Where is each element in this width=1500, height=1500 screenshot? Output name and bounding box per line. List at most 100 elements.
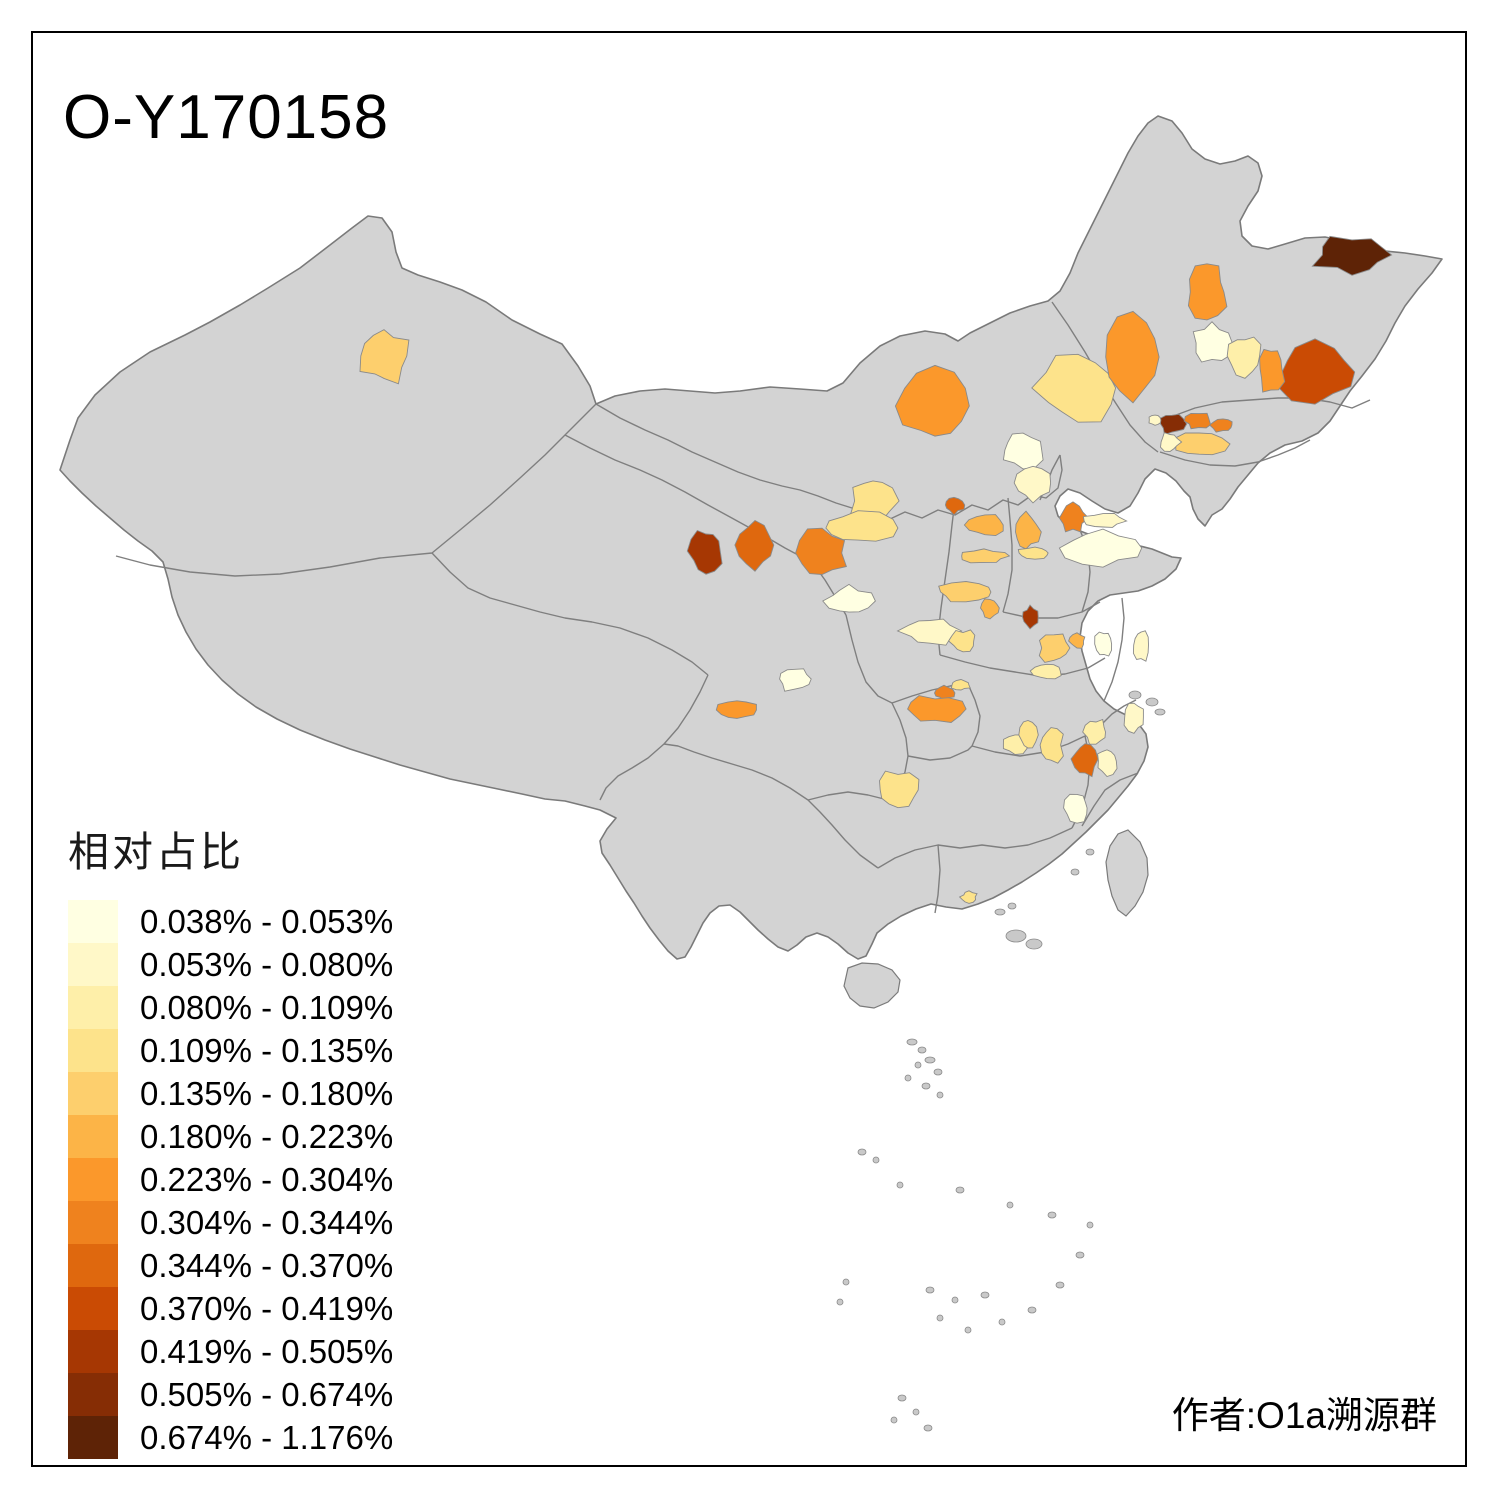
legend-row: 0.109% - 0.135% [68, 1029, 393, 1072]
map-region [1038, 633, 1071, 663]
map-region [1183, 412, 1212, 430]
islet [1007, 902, 1017, 910]
map-region [686, 529, 723, 575]
legend-label: 0.370% - 0.419% [140, 1289, 394, 1327]
islet [1085, 848, 1095, 856]
map-region [1105, 310, 1160, 404]
islet [842, 1278, 850, 1286]
map-region [1017, 546, 1049, 560]
map-region [980, 598, 1000, 620]
legend-swatch [68, 900, 118, 943]
map-region [825, 510, 899, 542]
legend-label: 0.505% - 0.674% [140, 1375, 394, 1413]
map-region [734, 519, 775, 572]
map-region [1070, 743, 1099, 778]
map-region [1259, 348, 1286, 393]
map-region [359, 329, 410, 385]
islet [1145, 697, 1159, 707]
legend-label: 0.304% - 0.344% [140, 1203, 394, 1241]
legend-label: 0.674% - 1.176% [140, 1418, 394, 1456]
map-region [1031, 353, 1117, 423]
legend-row: 0.053% - 0.080% [68, 943, 393, 986]
attribution: 作者:O1a溯源群 [1171, 1395, 1437, 1436]
legend-row: 0.674% - 1.176% [68, 1416, 393, 1459]
map-region [1148, 414, 1162, 426]
map-region [894, 364, 970, 437]
hainan-island [843, 962, 901, 1009]
islet [1154, 708, 1166, 716]
legend-swatch [68, 1115, 118, 1158]
taiwan-island [1105, 829, 1149, 917]
legend-row: 0.180% - 0.223% [68, 1115, 393, 1158]
islet [936, 1091, 944, 1099]
legend-swatch [68, 1330, 118, 1373]
islet [1025, 938, 1043, 950]
legend-label: 0.080% - 0.109% [140, 988, 394, 1026]
map-region [1187, 263, 1228, 321]
map-region [1058, 501, 1090, 533]
legend-row: 0.038% - 0.053% [68, 900, 393, 943]
islet [896, 1181, 904, 1189]
islet [994, 908, 1006, 916]
islet [1070, 868, 1080, 876]
legend-row: 0.080% - 0.109% [68, 986, 393, 1029]
islet [924, 1056, 936, 1064]
legend-label: 0.180% - 0.223% [140, 1117, 394, 1155]
legend-row: 0.505% - 0.674% [68, 1373, 393, 1416]
legend-swatch [68, 1158, 118, 1201]
map-region [1311, 235, 1393, 276]
map-region [1063, 793, 1088, 824]
islet [857, 1148, 867, 1156]
legend-swatch [68, 1373, 118, 1416]
map-region [938, 581, 992, 603]
islet [923, 1424, 933, 1432]
legend-row: 0.344% - 0.370% [68, 1244, 393, 1287]
map-region [715, 700, 757, 719]
legend-label: 0.038% - 0.053% [140, 902, 394, 940]
map-region [1082, 512, 1128, 528]
islet [964, 1326, 972, 1334]
islet [914, 1061, 922, 1069]
map-region [795, 527, 847, 575]
map-region [1123, 702, 1144, 734]
islet [1128, 690, 1142, 700]
map-region [1132, 630, 1149, 662]
legend-swatch [68, 1244, 118, 1287]
islet [1047, 1211, 1057, 1219]
islet [925, 1286, 935, 1294]
legend-swatch [68, 1416, 118, 1459]
choropleth-regions [359, 235, 1393, 904]
islet [1075, 1251, 1085, 1259]
islet [872, 1156, 880, 1164]
islet [897, 1394, 907, 1402]
islet [955, 1186, 965, 1194]
legend-row: 0.223% - 0.304% [68, 1158, 393, 1201]
legend-row: 0.304% - 0.344% [68, 1201, 393, 1244]
map-region [1039, 727, 1064, 764]
map-region [1097, 749, 1118, 778]
map-region [1094, 631, 1113, 657]
map-region [907, 695, 967, 723]
map-region [1226, 336, 1262, 379]
map-region [779, 668, 812, 692]
islet [917, 1046, 927, 1054]
islet [836, 1298, 844, 1306]
legend-swatch [68, 986, 118, 1029]
map-region [1022, 604, 1039, 630]
map-region [1082, 718, 1106, 745]
map-region [1159, 413, 1188, 436]
islet [1027, 1306, 1037, 1314]
legend-swatch [68, 1201, 118, 1244]
islet [1086, 1221, 1094, 1229]
map-region [1192, 321, 1233, 363]
islet [890, 1416, 898, 1424]
legend-swatch [68, 1072, 118, 1115]
map-region [948, 629, 976, 653]
map-region [1208, 418, 1233, 433]
legend-label: 0.344% - 0.370% [140, 1246, 394, 1284]
legend: 相对占比 0.038% - 0.053% 0.053% - 0.080% 0.080… [68, 818, 393, 1459]
legend-label: 0.419% - 0.505% [140, 1332, 394, 1370]
legend-row: 0.370% - 0.419% [68, 1287, 393, 1330]
legend-swatch [68, 1287, 118, 1330]
